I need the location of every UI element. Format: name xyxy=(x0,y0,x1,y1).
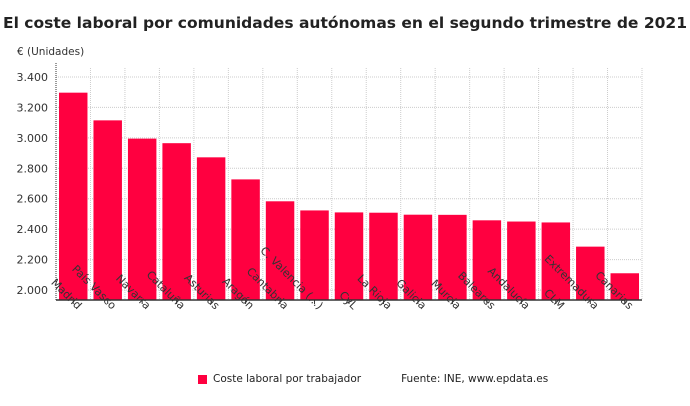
y-tick-label: 3.200 xyxy=(17,101,49,114)
bar xyxy=(541,222,571,300)
bar xyxy=(196,157,226,300)
bar xyxy=(403,214,433,300)
legend-swatch xyxy=(198,374,207,384)
bar xyxy=(334,212,364,300)
legend: Coste laboral por trabajador Fuente: INE… xyxy=(198,373,548,385)
source-note: Fuente: INE, www.epdata.es xyxy=(401,373,549,385)
y-axis-label: € (Unidades) xyxy=(17,46,85,58)
bar xyxy=(438,214,467,300)
bar xyxy=(576,246,605,300)
y-tick-label: 2.600 xyxy=(17,193,49,206)
y-tick-label: 2.800 xyxy=(17,162,49,175)
y-tick-label: 2.400 xyxy=(17,223,49,236)
y-tick-label: 3.400 xyxy=(17,71,49,84)
chart-title: El coste laboral por comunidades autónom… xyxy=(3,14,687,32)
bar xyxy=(369,212,398,300)
bar xyxy=(59,92,88,300)
bar xyxy=(610,273,639,300)
bar xyxy=(127,138,157,300)
bar xyxy=(300,210,329,300)
bar xyxy=(93,120,122,300)
legend-label: Coste laboral por trabajador xyxy=(213,373,362,385)
y-tick-label: 2.200 xyxy=(17,254,49,267)
bar xyxy=(507,221,536,300)
y-tick-label: 2.000 xyxy=(17,284,49,297)
bar xyxy=(472,220,502,300)
bar xyxy=(162,143,191,300)
bar xyxy=(231,179,260,300)
bar xyxy=(265,201,295,300)
y-tick-label: 3.000 xyxy=(17,132,49,145)
